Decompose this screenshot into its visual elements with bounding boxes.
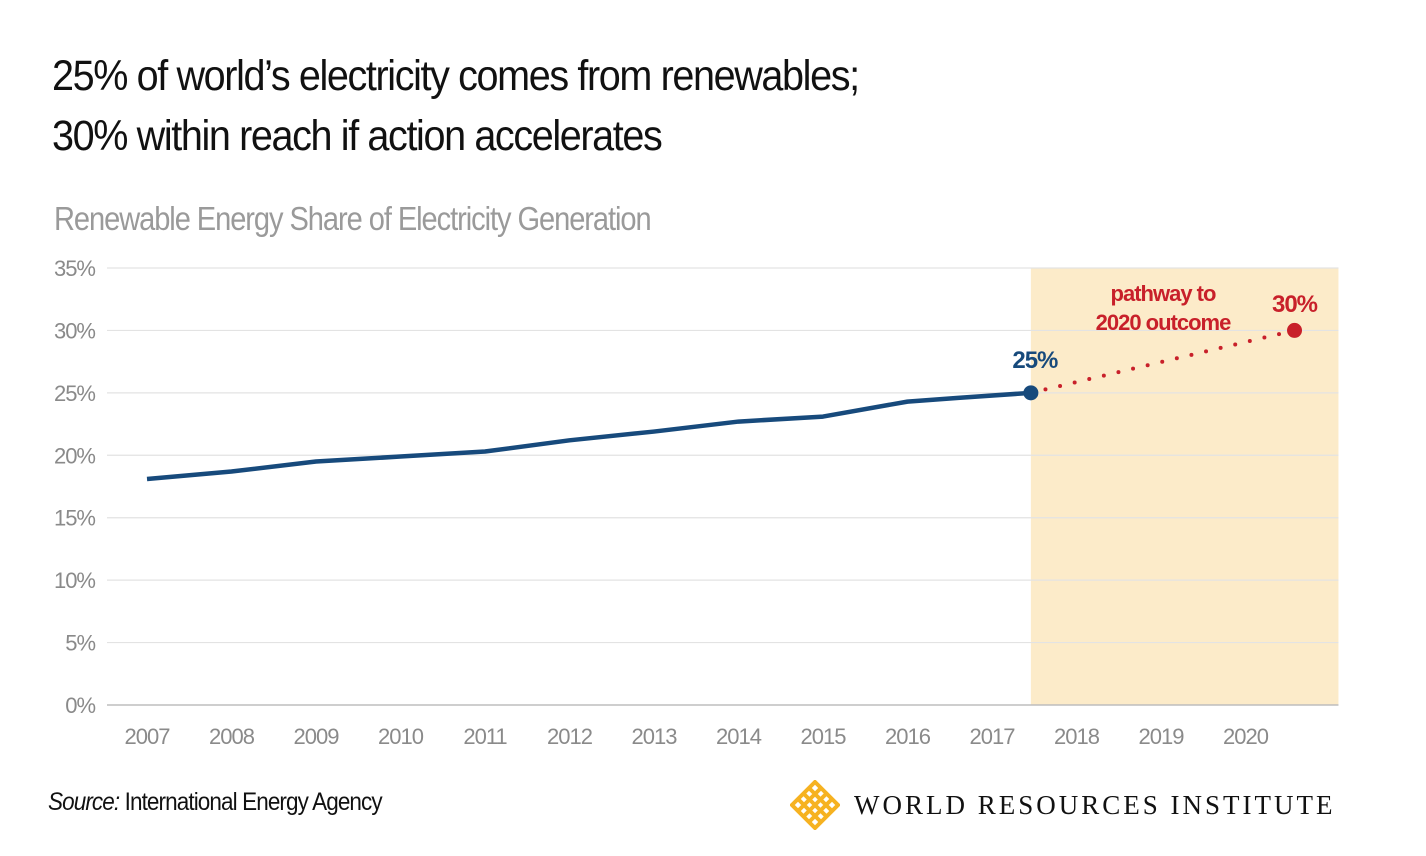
y-tick-label: 0%: [65, 693, 95, 718]
x-tick-label: 2016: [885, 724, 931, 749]
y-tick-label: 30%: [54, 318, 95, 343]
x-tick-label: 2013: [632, 724, 678, 749]
x-tick-label: 2010: [378, 724, 424, 749]
x-tick-label: 2007: [125, 724, 171, 749]
x-tick-label: 2011: [463, 724, 507, 749]
x-tick-label: 2019: [1139, 724, 1185, 749]
x-tick-label: 2008: [209, 724, 255, 749]
y-tick-label: 5%: [65, 631, 95, 656]
y-tick-label: 15%: [54, 506, 95, 531]
x-tick-label: 2015: [801, 724, 847, 749]
label-30-percent: 30%: [1272, 291, 1318, 318]
x-tick-label: 2014: [716, 724, 762, 749]
source-note: Source: International Energy Agency: [48, 788, 383, 817]
x-tick-label: 2009: [294, 724, 340, 749]
pathway-label-line-1: pathway to: [1111, 281, 1216, 306]
source-label: Source:: [48, 788, 120, 816]
chart-title: 25% of world’s electricity comes from re…: [52, 46, 860, 166]
title-line-1: 25% of world’s electricity comes from re…: [52, 52, 860, 100]
wri-logo: WORLD RESOURCES INSTITUTE: [790, 780, 1336, 830]
x-tick-label: 2017: [970, 724, 1016, 749]
x-tick-label: 2012: [547, 724, 593, 749]
x-tick-label: 2018: [1054, 724, 1100, 749]
point-2017: [1023, 385, 1039, 401]
wri-logo-icon: [790, 780, 840, 830]
x-tick-label: 2020: [1223, 724, 1269, 749]
label-25-percent: 25%: [1012, 347, 1058, 374]
y-tick-label: 25%: [54, 381, 95, 406]
title-line-2: 30% within reach if action accelerates: [52, 112, 663, 160]
y-tick-label: 10%: [54, 568, 95, 593]
pathway-label-line-2: 2020 outcome: [1096, 310, 1231, 335]
point-2020: [1287, 322, 1303, 338]
source-text: International Energy Agency: [119, 788, 383, 816]
y-tick-label: 35%: [54, 256, 95, 281]
wri-logo-text: WORLD RESOURCES INSTITUTE: [854, 789, 1336, 820]
pathway-dotted-line: [1028, 328, 1297, 395]
projection-shaded-region: [1030, 268, 1339, 705]
renewable-share-line: [146, 390, 1032, 482]
y-tick-label: 20%: [54, 443, 95, 468]
chart-subtitle: Renewable Energy Share of Electricity Ge…: [54, 200, 652, 237]
